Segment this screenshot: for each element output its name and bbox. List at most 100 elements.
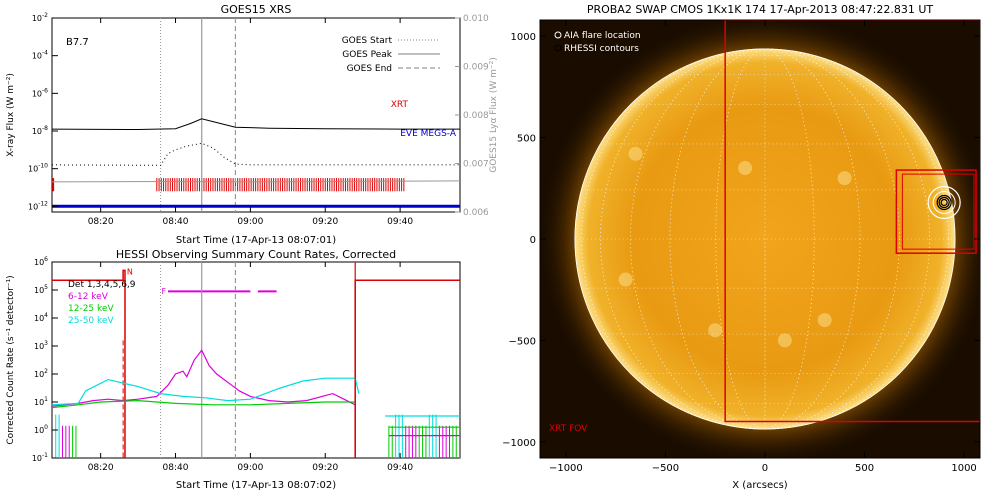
- goes-xlabel: Start Time (17-Apr-13 08:07:01): [176, 235, 336, 246]
- goes-y2-tick-label: 0.006: [463, 208, 489, 218]
- swap-x-tick-label: 500: [855, 463, 874, 474]
- hessi-ylabel: Corrected Count Rate (s⁻¹ detector⁻¹): [6, 275, 16, 444]
- hessi-flag-f: F: [162, 287, 167, 296]
- hessi-y-tick-label-exponent: 0: [44, 424, 48, 431]
- hessi-legend-label: 6-12 keV: [68, 292, 109, 302]
- swap-x-tick-label: −500: [652, 463, 679, 474]
- goes-y-tick-label-exponent: -2: [42, 12, 48, 19]
- hessi-panel: HESSI Observing Summary Count Rates, Cor…: [6, 248, 461, 491]
- swap-legend-label: RHESSI contours: [564, 44, 639, 54]
- hessi-plot-frame: [51, 261, 461, 459]
- swap-image-panel: PROBA2 SWAP CMOS 1Kx1K 174 17-Apr-2013 0…: [502, 3, 981, 491]
- goes-series-short-channel: [52, 142, 460, 166]
- active-region-brightening: [817, 313, 832, 328]
- xrt-coverage-band: [52, 178, 405, 192]
- rhessi-contour: [936, 194, 952, 211]
- hessi-y-tick-label: 102: [34, 368, 48, 379]
- hessi-y-tick-label: 10-1: [32, 452, 48, 463]
- swap-title: PROBA2 SWAP CMOS 1Kx1K 174 17-Apr-2013 0…: [587, 3, 934, 16]
- goes-y-tick-label: 10-6: [32, 87, 48, 98]
- swap-y-tick-label: 1000: [511, 32, 536, 43]
- rhessi-contour: [940, 198, 948, 207]
- goes-y2label: GOES15 Lyα Flux (W m⁻²): [489, 57, 499, 173]
- goes-x-tick-label: 08:40: [163, 217, 189, 227]
- hessi-x-tick-label: 08:20: [88, 463, 114, 473]
- goes-x-tick-label: 08:20: [88, 217, 114, 227]
- goes-y-tick-label-exponent: -10: [38, 163, 48, 170]
- goes-y2-tick-label: 0.010: [463, 14, 489, 24]
- hessi-noise-segments: [55, 414, 460, 458]
- aia-flare-location-marker-inner: [932, 191, 956, 214]
- hessi-xlabel: Start Time (17-Apr-13 08:07:02): [176, 480, 336, 491]
- goes-x-tick-label: 09:20: [312, 217, 338, 227]
- xrt-fov-label: XRT FOV: [549, 424, 588, 434]
- hessi-y-tick-label: 104: [34, 312, 48, 323]
- swap-y-tick-label: −1000: [502, 438, 536, 449]
- active-region-brightening: [738, 161, 753, 176]
- swap-y-tick-label: 0: [530, 235, 536, 246]
- goes-y-tick-label: 10-8: [32, 125, 48, 136]
- hessi-state-bar-left: [52, 269, 126, 458]
- goes-legend-label: GOES Start: [342, 36, 393, 46]
- goes-xrs-panel: GOES15 XRS XRT EVE MEGS-A 08:20 08:40 09:00 0…: [6, 3, 499, 246]
- flare-box-inner: [901, 173, 975, 250]
- hessi-x-tick-label: 09:20: [312, 463, 338, 473]
- hessi-y-tick-label: 105: [34, 284, 48, 295]
- hessi-title: HESSI Observing Summary Count Rates, Cor…: [116, 248, 396, 261]
- goes-x-tick-label: 09:40: [387, 217, 413, 227]
- flare-box-outer: [895, 169, 977, 254]
- active-region-brightening: [618, 272, 633, 287]
- solar-limb: [574, 48, 956, 430]
- hessi-y-tick-label-exponent: 3: [44, 340, 48, 347]
- hessi-x-tick-label: 08:40: [163, 463, 189, 473]
- aia-flare-location-marker: [927, 185, 961, 220]
- goes-title: GOES15 XRS: [221, 3, 292, 16]
- goes-y2-tick-label: 0.007: [463, 160, 489, 170]
- hessi-legend: Det 1,3,4,5,6,9 6-12 keV 12-25 keV 25-50 ke…: [68, 280, 136, 326]
- goes-legend: GOES Start GOES Peak GOES End: [342, 36, 440, 74]
- hessi-y-tick-label-exponent: 1: [44, 396, 48, 403]
- goes-x-tick-label: 09:00: [237, 217, 263, 227]
- hessi-legend-label: 25-50 keV: [68, 316, 114, 326]
- swap-y-tick-label: −500: [509, 336, 536, 347]
- goes-y-tick-label: 10-4: [32, 50, 48, 61]
- goes-y2-tick-label: 0.009: [463, 63, 489, 73]
- active-region-brightening: [628, 146, 643, 161]
- hessi-flag-n: N: [127, 268, 133, 277]
- swap-legend-marker: [554, 31, 562, 39]
- hessi-y-tick-label-exponent: 6: [44, 256, 48, 263]
- goes-flare-class: B7.7: [66, 37, 89, 48]
- hessi-y-tick-label: 101: [34, 396, 48, 407]
- active-region-brightening: [777, 333, 792, 348]
- goes-y-tick-label-exponent: -8: [42, 125, 48, 132]
- swap-legend-marker: [554, 44, 562, 52]
- swap-x-tick-label: −1000: [549, 463, 583, 474]
- swap-legend: AIA flare location RHESSI contours: [554, 31, 641, 54]
- longitude-line: [669, 48, 861, 430]
- swap-x-tick-label: 1000: [951, 463, 976, 474]
- goes-y-tick-label-exponent: -12: [38, 200, 48, 207]
- hessi-legend-label: 12-25 keV: [68, 304, 114, 314]
- hessi-y-tick-label-exponent: -1: [42, 452, 48, 459]
- hessi-series-12-25-kev: [52, 399, 356, 409]
- hessi-state-bar-right: [354, 279, 460, 458]
- goes-y-tick-label: 10-10: [28, 163, 48, 174]
- hessi-x-tick-label: 09:40: [387, 463, 413, 473]
- hessi-x-tick-label: 09:00: [237, 463, 263, 473]
- goes-y-tick-label-exponent: -4: [42, 50, 48, 57]
- goes-eve-label: EVE MEGS-A: [400, 129, 457, 139]
- hessi-series-25-50-kev: [52, 377, 360, 406]
- swap-legend-label: AIA flare location: [564, 31, 641, 41]
- hessi-y-tick-label: 100: [34, 424, 48, 435]
- goes-ylabel: X-ray Flux (W m⁻²): [6, 73, 16, 157]
- hessi-y-tick-label-exponent: 5: [44, 284, 48, 291]
- goes-series-ly-: [52, 180, 460, 183]
- hessi-y-tick-label: 106: [34, 256, 48, 267]
- active-region-brightening: [837, 171, 852, 186]
- hessi-legend-label: Det 1,3,4,5,6,9: [68, 280, 136, 290]
- hessi-y-tick-label-exponent: 2: [44, 368, 48, 375]
- goes-legend-label: GOES Peak: [342, 50, 392, 60]
- xrt-fov-box: [724, 20, 980, 423]
- rhessi-contour: [938, 196, 950, 209]
